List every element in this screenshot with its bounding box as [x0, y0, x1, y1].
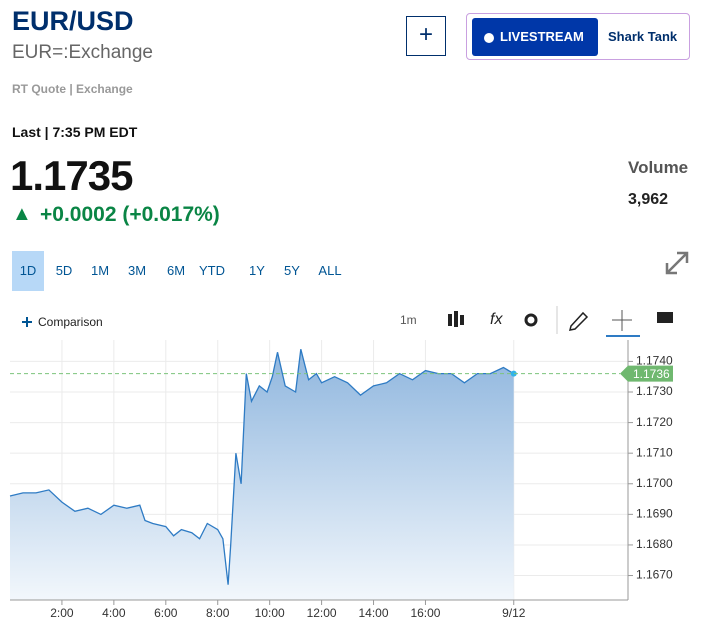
title: EUR/USD — [12, 6, 134, 36]
price-tag-label: 1.1736 — [633, 367, 670, 381]
x-tick-label: 2:00 — [50, 606, 74, 620]
comparison[interactable]: Comparison — [38, 315, 103, 329]
live-dot — [484, 33, 494, 43]
x-tick-label: 16:00 — [410, 606, 440, 620]
y-tick-label: 1.1740 — [636, 354, 673, 368]
livestream-button[interactable]: LIVESTREAM — [472, 18, 598, 56]
range-tab[interactable]: 1M — [90, 263, 110, 278]
live-box — [466, 13, 690, 60]
y-tick-label: 1.1680 — [636, 537, 673, 551]
range-tab[interactable]: ALL — [318, 263, 342, 278]
range-tab[interactable]: 3M — [127, 263, 147, 278]
x-tick-label: 14:00 — [359, 606, 389, 620]
y-tick-label: 1.1690 — [636, 507, 673, 521]
source: RT Quote | Exchange — [12, 82, 133, 96]
interval[interactable]: 1m — [400, 313, 417, 327]
x-tick-label: 4:00 — [102, 606, 126, 620]
y-tick-label: 1.1730 — [636, 384, 673, 398]
x-tick-label: 9/12 — [502, 606, 526, 620]
price-line — [9, 349, 515, 585]
range-tab[interactable]: YTD — [199, 263, 225, 278]
x-tick-label: 6:00 — [154, 606, 178, 620]
x-tick-label: 10:00 — [255, 606, 285, 620]
y-tick-label: 1.1720 — [636, 415, 673, 429]
range-tab[interactable]: 5D — [55, 263, 73, 278]
area — [10, 349, 514, 600]
last-point — [510, 370, 517, 377]
add-button[interactable]: + — [406, 16, 446, 56]
last-time: Last | 7:35 PM EDT — [12, 124, 138, 140]
range-tab[interactable]: 1D — [12, 251, 44, 291]
y-tick-label: 1.1710 — [636, 445, 673, 459]
show-link[interactable]: Shark Tank — [608, 29, 678, 44]
x-tick-label: 8:00 — [206, 606, 230, 620]
y-tick-label: 1.1700 — [636, 476, 673, 490]
subtitle: EUR=:Exchange — [12, 42, 153, 63]
price: 1.1735 — [10, 152, 133, 199]
volume-label: Volume — [628, 158, 689, 177]
range-tab[interactable]: 6M — [166, 263, 186, 278]
x-tick-label: 12:00 — [307, 606, 337, 620]
change: +0.0002 (+0.017%) — [40, 203, 220, 226]
volume: 3,962 — [628, 191, 669, 208]
range-tab[interactable]: 5Y — [284, 263, 300, 278]
change-arrow: ▲ — [12, 203, 32, 225]
range-tab[interactable]: 1Y — [249, 263, 265, 278]
price-tag — [620, 365, 673, 382]
y-tick-label: 1.1670 — [636, 568, 673, 582]
